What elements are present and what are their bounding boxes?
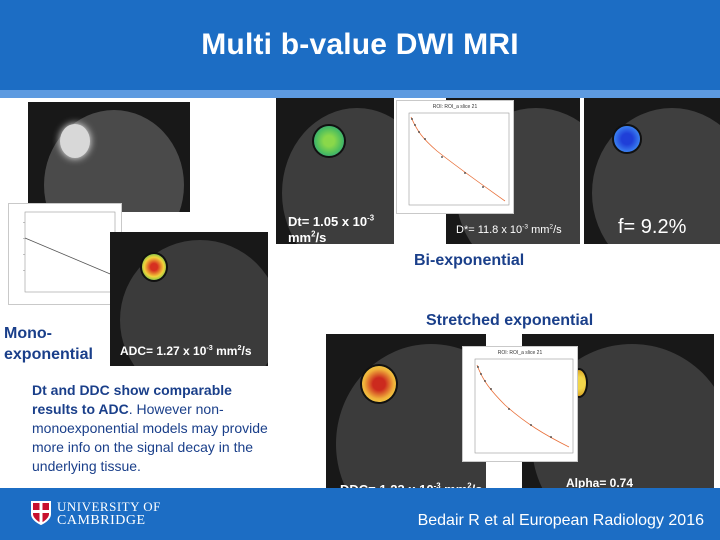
mono-exponential-plot — [8, 203, 122, 305]
title-bar — [0, 0, 720, 90]
bi-exponential-label: Bi-exponential — [414, 252, 525, 269]
bi-exponential-plot: ROI: ROI_a slice 21 — [396, 100, 514, 214]
mono-plot-svg — [23, 211, 116, 293]
stretched-plot-title: ROI: ROI_a slice 21 — [498, 350, 543, 356]
citation: Bedair R et al European Radiology 2016 — [417, 512, 704, 529]
dt-map-image — [276, 98, 394, 244]
cambridge-crest-icon — [31, 501, 51, 525]
adc-label: ADC= 1.27 x 10-3 mm2/s — [120, 343, 252, 358]
f-label: f= 9.2% — [618, 216, 687, 238]
bi-plot-title: ROI: ROI_a slice 21 — [433, 104, 478, 110]
university-logo: UNIVERSITY OF CAMBRIDGE — [30, 500, 180, 530]
slide-title: Multi b-value DWI MRI — [201, 28, 519, 61]
university-line1: UNIVERSITY OF — [57, 499, 161, 514]
stretched-plot-svg: ROI: ROI_a slice 21 — [474, 350, 574, 454]
dstar-label: D*= 11.8 x 10-3 mm2/s — [456, 224, 562, 236]
stretched-exponential-plot: ROI: ROI_a slice 21 — [462, 346, 578, 462]
summary-rest: . However non-monoexponential models may… — [32, 401, 268, 474]
summary-bold: Dt and DDC show comparable results to AD… — [32, 382, 232, 417]
bi-plot-svg: ROI: ROI_a slice 21 — [408, 104, 510, 206]
f-map-image — [584, 98, 720, 244]
footer-bar — [0, 488, 720, 540]
summary-text: Dt and DDC show comparable results to AD… — [32, 381, 272, 476]
university-line2: CAMBRIDGE — [57, 513, 146, 528]
stretched-exponential-label: Stretched exponential — [426, 312, 594, 329]
ddc-map-image — [326, 334, 486, 502]
dwi-image-raw — [28, 102, 190, 212]
title-bar-stripe — [0, 90, 720, 98]
adc-map-image — [110, 232, 268, 366]
dt-label: Dt= 1.05 x 10-3 mm2/s — [288, 213, 375, 245]
alpha-label: Alpha= 0.74 — [566, 476, 634, 490]
mono-exponential-label: Mono- exponential — [4, 325, 93, 363]
